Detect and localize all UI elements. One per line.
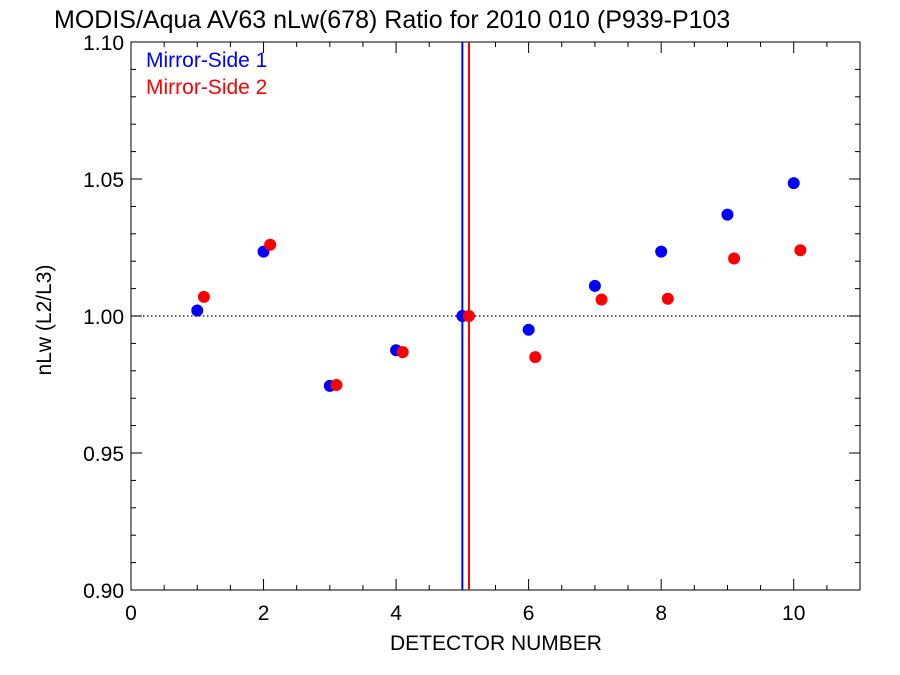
x-tick-label: 6 — [523, 602, 535, 625]
series-2-point — [330, 379, 343, 392]
plot-area: 0 2 4 6 8 10 0.90 0.95 1.00 1.05 1.10 — [83, 32, 861, 625]
series-1-point — [522, 323, 535, 336]
series-1-point — [588, 279, 601, 292]
series-2-point — [529, 351, 542, 364]
series-2-point — [264, 238, 277, 251]
x-tick-label: 0 — [125, 602, 137, 625]
x-tick-label: 4 — [390, 602, 402, 625]
y-axis-label: nLw (L2/L3) — [33, 265, 56, 376]
series-2-point — [794, 244, 807, 257]
x-tick-label: 10 — [782, 602, 805, 625]
series-1-point — [787, 177, 800, 190]
legend-entry-1: Mirror-Side 1 — [146, 49, 267, 72]
legend-entry-2: Mirror-Side 2 — [146, 76, 267, 99]
y-tick-label: 0.90 — [83, 580, 124, 603]
series-2-point — [661, 292, 674, 305]
y-tick-label: 1.00 — [83, 306, 124, 329]
x-axis-label: DETECTOR NUMBER — [390, 632, 602, 655]
y-tick-label: 0.95 — [83, 443, 124, 466]
series-2-point — [595, 293, 608, 306]
x-tick-label: 8 — [655, 602, 667, 625]
series-2-point — [197, 290, 210, 303]
series-2-point — [396, 346, 409, 359]
series-1-point — [655, 245, 668, 258]
series-2-point — [728, 252, 741, 265]
series-1-point — [191, 304, 204, 317]
legend: Mirror-Side 1 Mirror-Side 2 — [146, 49, 267, 99]
series-1-point — [721, 208, 734, 221]
y-tick-label: 1.05 — [83, 169, 124, 192]
chart-title: MODIS/Aqua AV63 nLw(678) Ratio for 2010 … — [54, 6, 730, 34]
series-2-point — [462, 310, 475, 322]
x-tick-label: 2 — [258, 602, 270, 625]
y-tick-label: 1.10 — [83, 32, 124, 55]
